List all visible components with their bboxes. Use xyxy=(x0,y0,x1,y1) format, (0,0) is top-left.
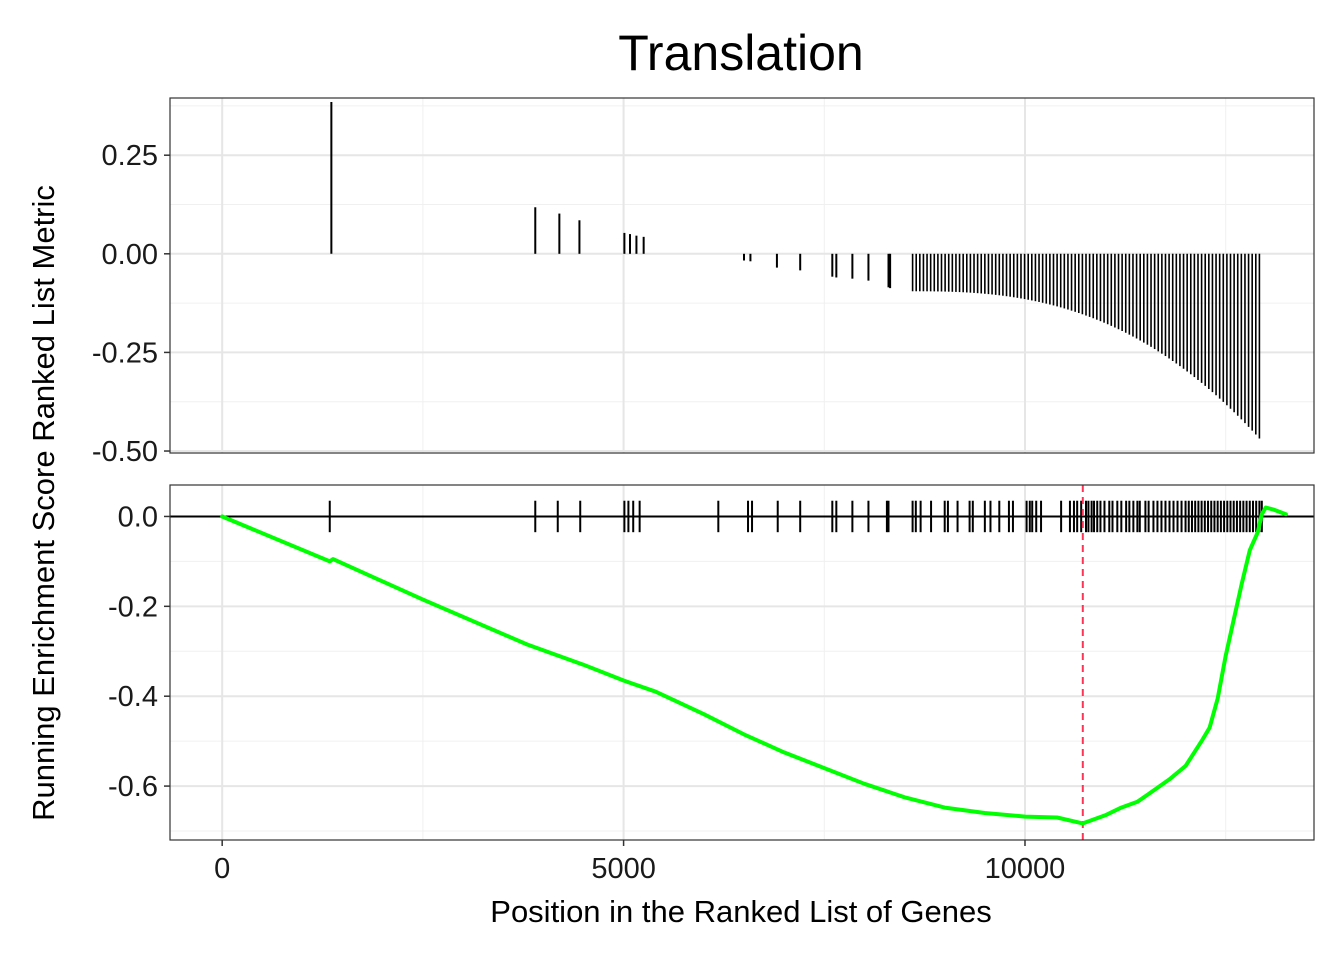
top-y-tick-label: -0.25 xyxy=(92,337,158,369)
chart-title: Translation xyxy=(618,25,863,81)
bottom-panel: 0.0 -0.2 -0.4 -0.6 xyxy=(108,484,1315,841)
x-tick-label: 0 xyxy=(214,853,230,885)
bottom-panel-border xyxy=(169,484,1315,841)
top-panel-background xyxy=(170,98,1314,453)
bottom-y-tick-label: -0.2 xyxy=(108,591,158,623)
bottom-panel-y-axis: 0.0 -0.2 -0.4 -0.6 xyxy=(108,501,170,803)
y-axis-title: Running Enrichment Score Ranked List Met… xyxy=(26,185,61,821)
top-panel: 0.25 0.00 -0.25 -0.50 xyxy=(92,97,1315,468)
bottom-y-tick-label: -0.4 xyxy=(108,681,158,713)
top-y-tick-label: 0.25 xyxy=(102,140,158,172)
x-tick-label: 5000 xyxy=(591,853,656,885)
x-axis-title: Position in the Ranked List of Genes xyxy=(490,894,991,929)
es-line xyxy=(220,505,1288,826)
x-axis: 0 5000 10000 xyxy=(214,840,1065,885)
top-y-tick-label: 0.00 xyxy=(102,239,158,271)
top-panel-y-axis: 0.25 0.00 -0.25 -0.50 xyxy=(92,140,170,468)
bottom-y-tick-label: 0.0 xyxy=(118,501,158,533)
bottom-panel-background xyxy=(170,485,1314,840)
x-tick-label: 10000 xyxy=(985,853,1066,885)
top-panel-border xyxy=(169,97,1315,454)
ranked-metric-bars xyxy=(330,101,1261,439)
top-panel-grid xyxy=(170,98,1314,453)
bottom-y-tick-label: -0.6 xyxy=(108,771,158,803)
top-y-tick-label: -0.50 xyxy=(92,436,158,468)
enrichment-score-series xyxy=(220,505,1288,826)
